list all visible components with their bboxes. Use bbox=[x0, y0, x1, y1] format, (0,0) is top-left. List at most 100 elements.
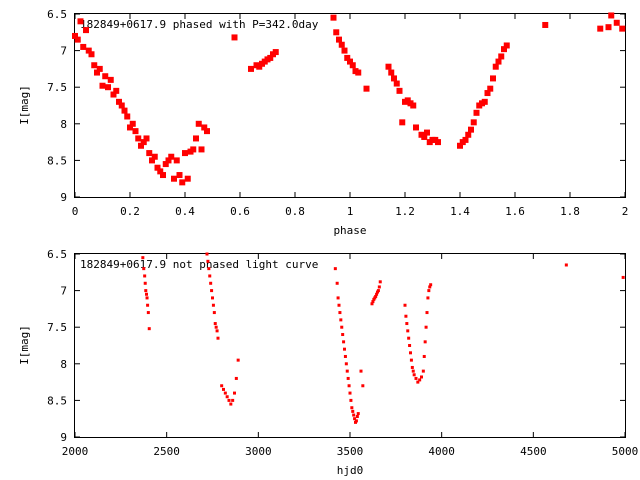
data-point bbox=[72, 32, 78, 39]
data-point bbox=[272, 49, 279, 56]
y-tick-label: 8.5 bbox=[47, 394, 67, 407]
x-tick-label: 0.8 bbox=[285, 205, 305, 218]
data-point bbox=[343, 354, 347, 358]
data-point bbox=[236, 358, 240, 362]
data-point bbox=[355, 415, 359, 419]
data-point bbox=[462, 136, 469, 143]
axis-ticks: 0 0.2 0.4 0.6 0.8 1 1.2 1.4 1.6 1.8 2 6.5 7 7.5 8 8.5 9 bbox=[47, 8, 628, 218]
data-point bbox=[425, 311, 429, 315]
data-point bbox=[409, 358, 413, 362]
data-point bbox=[338, 311, 342, 315]
x-tick-label: 2500 bbox=[153, 445, 180, 458]
data-point bbox=[132, 128, 139, 135]
data-point bbox=[347, 58, 353, 65]
data-point bbox=[427, 289, 431, 293]
data-point bbox=[227, 398, 231, 402]
data-point bbox=[116, 98, 122, 105]
data-point bbox=[143, 274, 147, 278]
x-tick-label: 4000 bbox=[428, 445, 455, 458]
y-tick-label: 7.5 bbox=[47, 321, 67, 334]
data-point bbox=[220, 384, 224, 388]
data-point bbox=[207, 267, 211, 271]
data-point bbox=[420, 375, 423, 379]
data-point bbox=[542, 21, 549, 28]
data-point bbox=[91, 62, 98, 69]
chart-title: 182849+0617.9 phased with P=342.0day bbox=[80, 18, 319, 31]
data-point bbox=[495, 58, 502, 65]
data-point bbox=[135, 135, 142, 142]
data-point bbox=[96, 65, 103, 72]
data-point bbox=[370, 302, 374, 306]
data-point bbox=[376, 289, 380, 293]
data-point bbox=[361, 384, 365, 388]
data-point bbox=[107, 76, 114, 83]
data-point bbox=[409, 351, 412, 355]
data-point bbox=[350, 406, 354, 410]
data-point bbox=[99, 82, 106, 89]
data-point bbox=[143, 135, 150, 142]
data-point bbox=[248, 65, 254, 72]
x-tick-label: 3000 bbox=[245, 445, 272, 458]
data-point bbox=[352, 413, 356, 417]
data-point bbox=[85, 47, 92, 54]
data-point bbox=[468, 126, 474, 133]
data-point bbox=[403, 303, 407, 307]
data-point bbox=[141, 256, 145, 260]
data-point bbox=[498, 53, 505, 60]
data-point bbox=[144, 289, 148, 293]
data-point bbox=[146, 311, 150, 315]
data-point bbox=[388, 69, 395, 76]
data-point bbox=[354, 419, 358, 423]
data-point bbox=[422, 354, 426, 358]
data-point bbox=[416, 380, 420, 384]
data-point bbox=[124, 113, 131, 120]
data-point bbox=[424, 129, 430, 136]
x-tick-label: 0.2 bbox=[120, 205, 140, 218]
data-point bbox=[465, 131, 472, 138]
data-point bbox=[143, 281, 147, 285]
y-tick-label: 6.5 bbox=[47, 248, 67, 261]
data-point bbox=[162, 161, 169, 168]
data-point bbox=[348, 391, 352, 395]
data-point bbox=[168, 153, 175, 160]
data-point bbox=[399, 119, 406, 126]
x-axis-label: phase bbox=[333, 224, 366, 237]
data-point bbox=[146, 150, 153, 157]
data-point bbox=[214, 325, 218, 329]
x-tick-label: 0.6 bbox=[230, 205, 250, 218]
data-point bbox=[339, 318, 343, 322]
data-point bbox=[470, 119, 477, 126]
data-point bbox=[393, 80, 400, 87]
data-point bbox=[231, 398, 235, 402]
data-point bbox=[145, 296, 149, 300]
data-point bbox=[80, 43, 87, 50]
data-point bbox=[142, 267, 146, 271]
data-point bbox=[176, 172, 183, 179]
data-point bbox=[343, 347, 346, 351]
data-point bbox=[351, 409, 355, 413]
data-point bbox=[198, 146, 205, 153]
data-point bbox=[344, 362, 348, 366]
data-point bbox=[501, 46, 507, 53]
data-point bbox=[234, 376, 238, 380]
data-point bbox=[414, 376, 418, 380]
phased-light-curve-panel: 182849+0617.9 phased with P=342.0day pha… bbox=[18, 8, 628, 237]
data-point bbox=[208, 274, 212, 278]
data-point bbox=[344, 54, 351, 61]
unphased-light-curve-panel: 182849+0617.9 not phased light curve hjd… bbox=[18, 248, 638, 477]
data-point bbox=[492, 63, 499, 70]
data-point bbox=[457, 142, 463, 149]
data-point bbox=[231, 34, 238, 41]
data-point bbox=[426, 296, 430, 300]
data-point bbox=[215, 329, 219, 333]
data-point bbox=[346, 376, 350, 380]
data-point bbox=[145, 292, 148, 296]
data-point bbox=[374, 294, 378, 298]
data-point bbox=[423, 340, 427, 344]
data-point bbox=[410, 102, 417, 109]
data-point bbox=[341, 333, 345, 337]
data-point bbox=[110, 91, 117, 98]
data-point bbox=[267, 54, 274, 61]
x-tick-label: 2 bbox=[622, 205, 629, 218]
data-points bbox=[141, 252, 625, 424]
